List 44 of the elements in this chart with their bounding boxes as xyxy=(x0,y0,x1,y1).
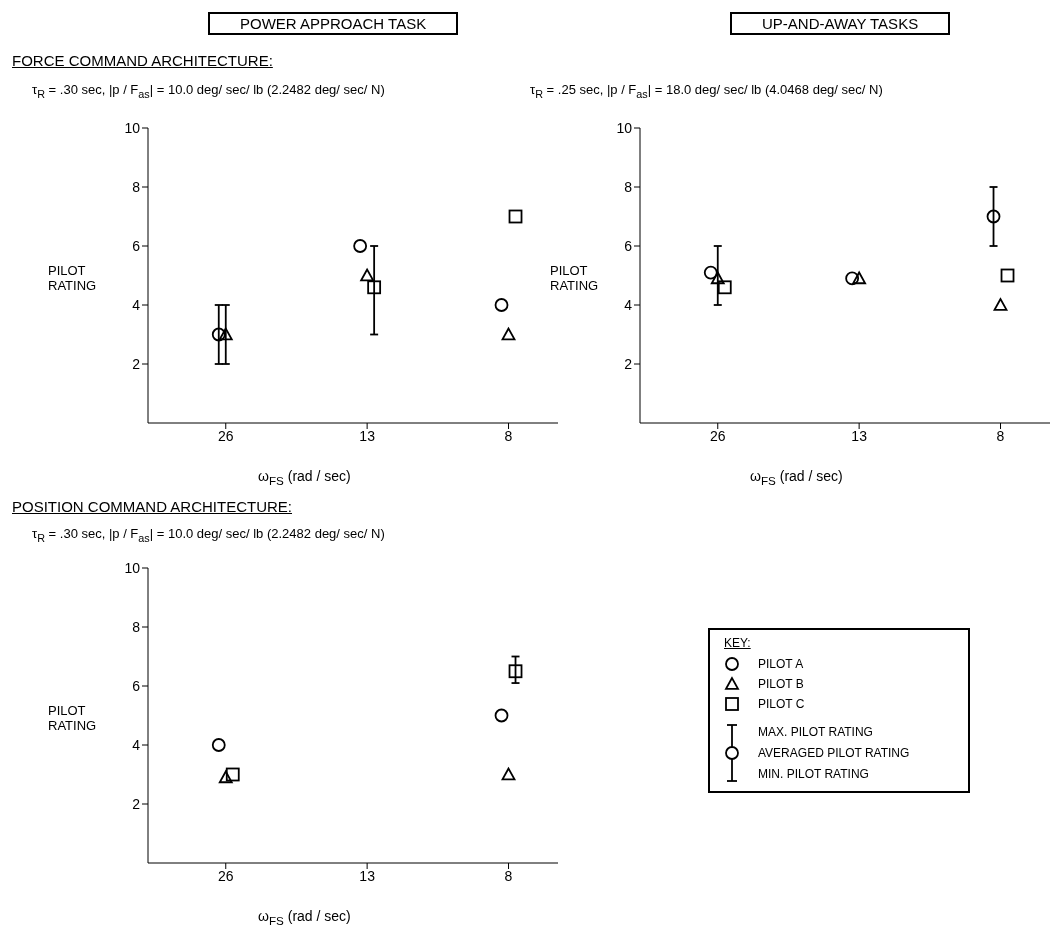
chart-subtitle: τ$_{R}$ = .30 sec, |p / F$_{as}$| = 10.0 deg/ sec/ lb (2.2482 deg/ sec/ N) xyxy=(32,82,385,100)
chart-title: UP-AND-AWAY TASKS xyxy=(730,12,951,35)
y-tick-label: 6 xyxy=(624,237,633,254)
y-tick-label: 2 xyxy=(624,355,633,372)
y-axis-title: PILOT RATING xyxy=(550,263,600,293)
x-tick-label: 8 xyxy=(504,427,513,444)
legend-label: PILOT A xyxy=(758,657,804,671)
y-tick-label: 4 xyxy=(132,736,141,753)
x-tick-label: 13 xyxy=(359,427,376,444)
y-tick-label: 8 xyxy=(132,178,141,195)
y-tick-label: 10 xyxy=(124,119,141,136)
chart-title: POSITION COMMAND ARCHITECTURE: xyxy=(12,498,293,515)
x-tick-label: 8 xyxy=(504,867,513,884)
y-tick-label: 2 xyxy=(132,795,141,812)
y-tick-label: 6 xyxy=(132,677,141,694)
chart-subtitle: τ$_{R}$ = .25 sec, |p / F$_{as}$| = 18.0 deg/ sec/ lb (4.0468 deg/ sec/ N) xyxy=(530,82,883,100)
x-tick-label: 13 xyxy=(359,867,376,884)
legend-label: PILOT C xyxy=(758,697,805,711)
legend-label: PILOT B xyxy=(758,677,804,691)
x-tick-label: 26 xyxy=(217,427,234,444)
x-tick-label: 8 xyxy=(996,427,1005,444)
text: FORCE COMMAND ARCHITECTURE: xyxy=(12,52,273,69)
x-axis-title: ω$_{FS}$ (rad / sec) xyxy=(258,908,351,927)
y-tick-label: 4 xyxy=(132,296,141,313)
y-tick-label: 8 xyxy=(132,618,141,635)
text: AVERAGED PILOT RATING xyxy=(758,745,910,762)
y-tick-label: 8 xyxy=(624,178,633,195)
y-axis-title: PILOT RATING xyxy=(48,703,98,733)
legend-title: KEY: xyxy=(724,636,752,650)
x-axis-title: ω$_{FS}$ (rad / sec) xyxy=(750,468,843,487)
x-tick-label: 26 xyxy=(709,427,726,444)
y-tick-label: 4 xyxy=(624,296,633,313)
y-tick-label: 10 xyxy=(616,119,633,136)
chart-subtitle: τ$_{R}$ = .30 sec, |p / F$_{as}$| = 10.0 deg/ sec/ lb (2.2482 deg/ sec/ N) xyxy=(32,526,385,544)
text: MAX. PILOT RATING xyxy=(758,724,874,741)
x-tick-label: 26 xyxy=(217,867,234,884)
chart-title: POWER APPROACH TASK xyxy=(208,12,459,35)
x-tick-label: 13 xyxy=(851,427,868,444)
y-tick-label: 2 xyxy=(132,355,141,372)
y-tick-label: 10 xyxy=(124,559,141,576)
text: MIN. PILOT RATING xyxy=(758,766,870,783)
y-tick-label: 6 xyxy=(132,237,141,254)
x-axis-title: ω$_{FS}$ (rad / sec) xyxy=(258,468,351,487)
y-axis-title: PILOT RATING xyxy=(48,263,98,293)
